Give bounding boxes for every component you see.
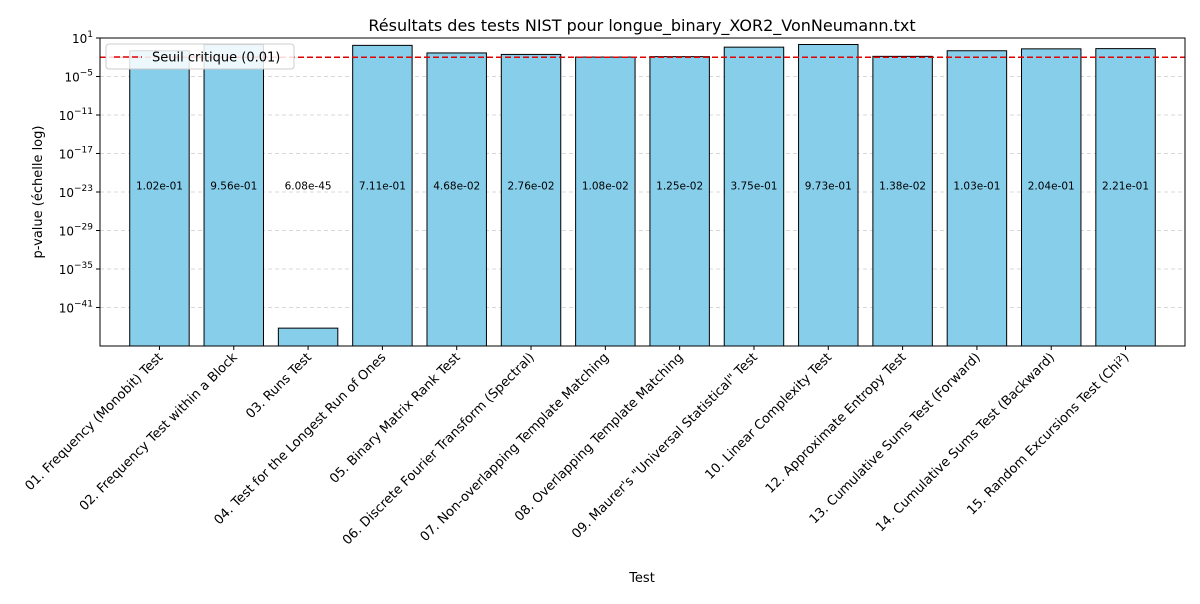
y-tick-label: 10−5 — [64, 69, 93, 85]
y-tick-label: 10−23 — [59, 184, 93, 200]
bar — [1021, 48, 1082, 347]
x-tick-label: 01. Frequency (Monobit) Test — [23, 350, 167, 494]
y-tick-base: 10 — [59, 148, 74, 162]
y-tick-base: 10 — [72, 32, 87, 46]
y-tick-exponent: −35 — [74, 261, 93, 271]
x-tick-label: 04. Test for the Longest Run of Ones — [211, 350, 389, 528]
bar — [798, 43, 859, 347]
bar-value-label: 3.75e-01 — [730, 181, 777, 193]
x-tick-label: 03. Runs Test — [243, 350, 315, 422]
y-tick-exponent: 1 — [87, 30, 93, 40]
y-tick-base: 10 — [59, 186, 74, 200]
bar-value-label: 1.08e-02 — [582, 181, 629, 193]
y-tick-label: 10−29 — [59, 223, 94, 239]
bar — [575, 56, 636, 347]
y-tick-exponent: −29 — [74, 223, 93, 233]
y-tick-label: 10−41 — [59, 300, 93, 316]
bar-value-label: 2.76e-02 — [508, 181, 555, 193]
y-tick-base: 10 — [59, 109, 74, 123]
y-tick-exponent: −11 — [74, 107, 93, 117]
bar-value-label: 1.38e-02 — [879, 181, 926, 193]
value-label-layer: 1.02e-01 9.56e-01 6.08e-45 7.11e-01 4.68e-02… — [136, 181, 1149, 193]
bar — [649, 56, 710, 347]
bar-value-label: 2.21e-01 — [1102, 181, 1149, 193]
bar-value-label: 6.08e-45 — [285, 181, 332, 193]
bar — [129, 50, 190, 347]
bar-value-label: 9.73e-01 — [805, 181, 852, 193]
bar — [500, 53, 562, 347]
y-tick-label: 101 — [72, 30, 93, 46]
y-tick-exponent: −41 — [74, 300, 93, 310]
bar — [426, 52, 487, 347]
x-tick-label: 15. Random Excursions Test (Chi²) — [964, 350, 1132, 518]
y-axis-label: p-value (échelle log) — [31, 126, 46, 259]
y-tick-base: 10 — [59, 302, 74, 316]
bar — [203, 44, 264, 347]
bar — [723, 46, 785, 347]
bar-value-label: 1.02e-01 — [136, 181, 183, 193]
legend: Seuil critique (0.01) — [105, 43, 295, 70]
y-tick-exponent: −17 — [74, 146, 93, 156]
x-tick-label: 08. Overlapping Template Matching — [512, 350, 686, 524]
bar — [946, 50, 1008, 347]
bar — [1095, 48, 1156, 347]
legend-box — [105, 43, 295, 70]
y-tick-label: 10−17 — [59, 146, 93, 162]
y-tick-base: 10 — [59, 263, 74, 277]
x-tick-label: 05. Binary Matrix Rank Test — [327, 350, 463, 486]
x-tick-label: 02. Frequency Test within a Block — [77, 350, 241, 514]
bar — [277, 327, 339, 347]
y-tick-exponent: −5 — [80, 69, 93, 79]
bar-value-label: 1.03e-01 — [953, 181, 1000, 193]
y-tick-label: 10−11 — [59, 107, 93, 123]
y-tick-exponent: −23 — [74, 184, 93, 194]
x-tick-label: 10. Linear Complexity Test — [703, 350, 836, 483]
y-tick-base: 10 — [64, 71, 79, 85]
x-tick-label: 13. Cumulative Sums Test (Forward) — [807, 350, 984, 527]
bar-value-label: 2.04e-01 — [1028, 181, 1075, 193]
legend-threshold-label: Seuil critique (0.01) — [152, 51, 280, 66]
bar-value-label: 4.68e-02 — [433, 181, 480, 193]
y-tick-base: 10 — [59, 225, 74, 239]
bar-value-label: 1.25e-02 — [656, 181, 703, 193]
chart-title: Résultats des tests NIST pour longue_bin… — [368, 16, 915, 36]
bar-value-label: 7.11e-01 — [359, 181, 406, 193]
bar — [872, 55, 933, 347]
bar — [352, 44, 413, 347]
x-axis-label: Test — [628, 571, 655, 586]
y-tick-label: 10−35 — [59, 261, 93, 277]
bar-layer — [129, 43, 1156, 347]
bar-value-label: 9.56e-01 — [210, 181, 257, 193]
x-tick-label: 12. Approximate Entropy Test — [763, 350, 910, 497]
